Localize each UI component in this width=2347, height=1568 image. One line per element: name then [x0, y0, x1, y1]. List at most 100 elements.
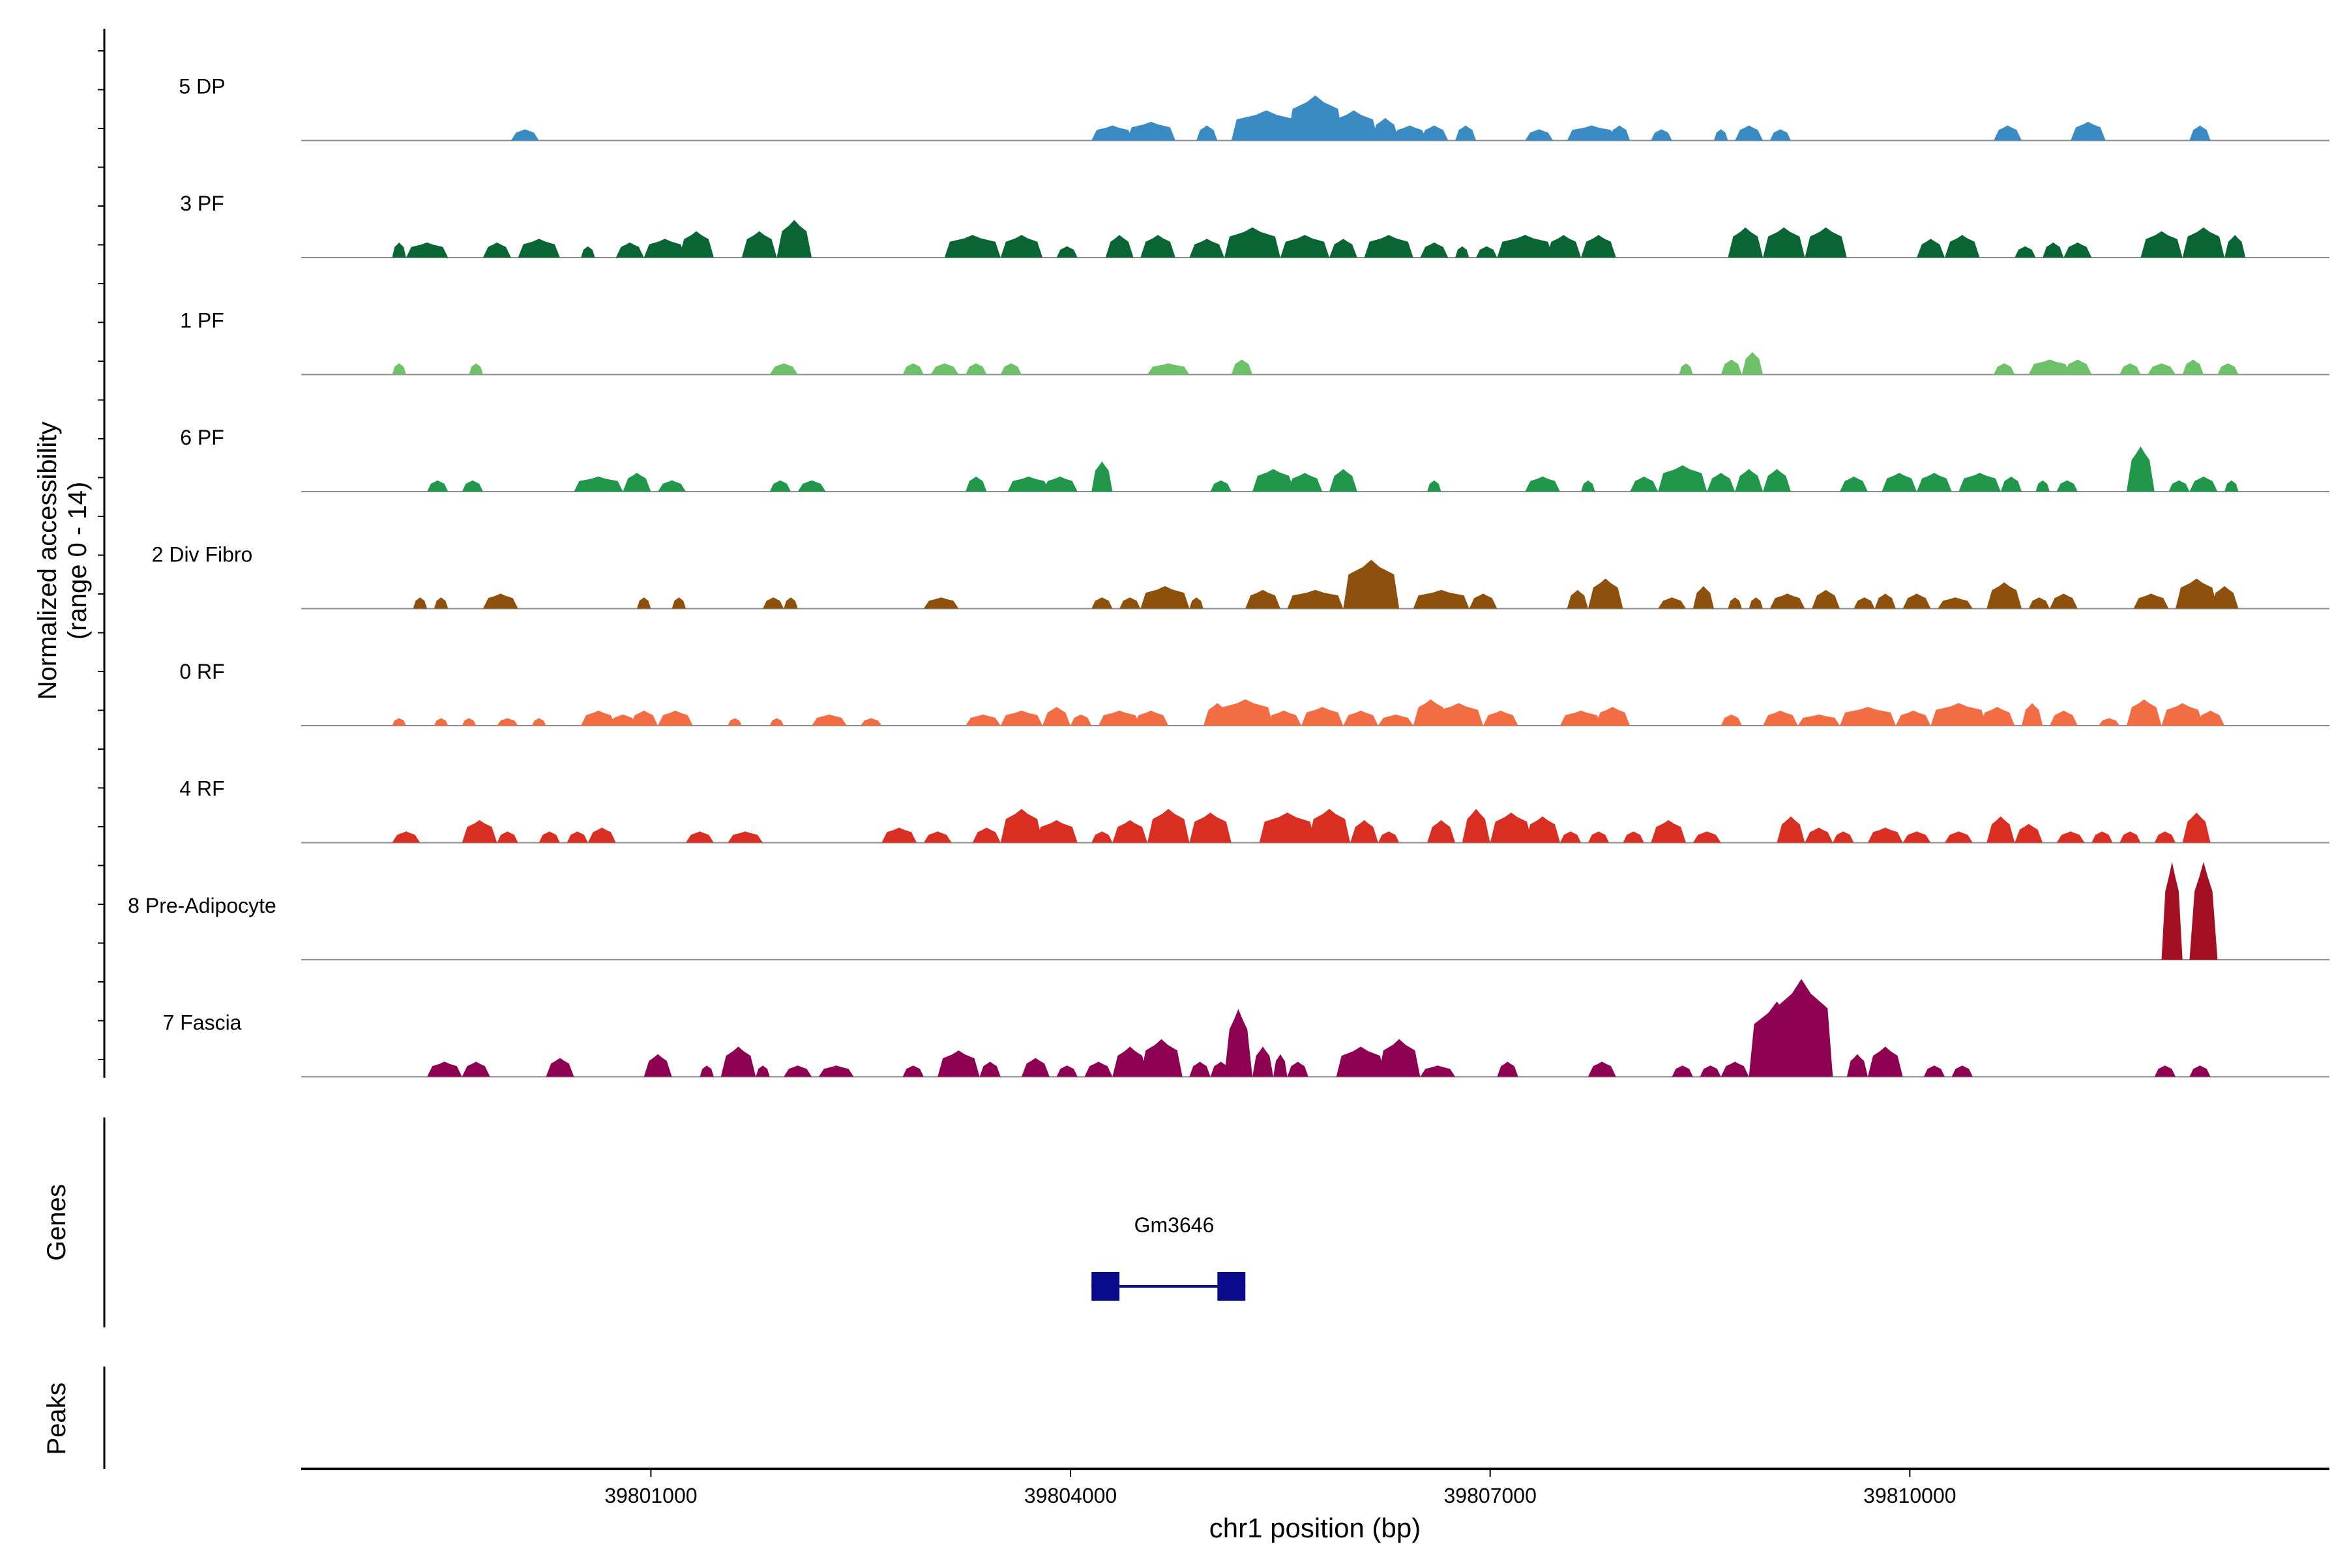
track-6-pf: 6 PF: [180, 426, 2329, 492]
coverage-peak: [2189, 125, 2211, 141]
coverage-peak: [1434, 703, 1483, 726]
coverage-peak: [2148, 363, 2176, 375]
coverage-peak: [2022, 703, 2043, 726]
track-label: 8 Pre-Adipocyte: [128, 894, 276, 917]
coverage-peak: [1000, 235, 1043, 258]
coverage-peak: [1651, 820, 1687, 843]
coverage-peak: [1763, 469, 1791, 492]
coverage-peak: [643, 239, 686, 258]
coverage-peak: [2071, 121, 2106, 141]
coverage-peak: [1763, 227, 1805, 258]
coverage-peak: [1749, 597, 1764, 609]
coverage-peak: [1329, 110, 1378, 141]
coverage-peak: [2091, 831, 2113, 843]
coverage-peak: [1000, 363, 1022, 375]
coverage-peak: [2028, 359, 2071, 375]
coverage-peak: [1021, 1058, 1050, 1077]
gene-exon: [1091, 1272, 1120, 1301]
coverage-peak: [1805, 827, 1833, 843]
coverage-peak: [406, 242, 449, 258]
coverage-peak: [469, 363, 483, 375]
coverage-peak: [1846, 1054, 1868, 1077]
coverage-peak: [1917, 473, 1952, 492]
coverage-peak: [1525, 129, 1554, 141]
coverage-peak: [1945, 831, 1973, 843]
coverage-peak: [2182, 812, 2211, 843]
coverage-peak: [1497, 1061, 1518, 1077]
track-2-div-fibro: 2 Div Fibro: [152, 543, 2329, 610]
track-label: 3 PF: [180, 192, 224, 215]
coverage-peak: [1392, 125, 1428, 141]
coverage-peak: [1769, 979, 1833, 1077]
coverage-peak: [2056, 480, 2078, 492]
coverage-peak: [518, 239, 560, 258]
coverage-peak: [2119, 363, 2141, 375]
coverage-peak: [1469, 593, 1498, 609]
coverage-peak: [1546, 235, 1582, 258]
coverage-peak: [2043, 242, 2064, 258]
coverage-peak: [784, 597, 798, 609]
x-axis: 39801000 39804000 39807000 39810000 chr1 pos…: [301, 1468, 2329, 1543]
coverage-peak: [902, 363, 924, 375]
coverage-peak: [1420, 1065, 1456, 1077]
coverage-peak: [763, 597, 784, 609]
coverage-peak: [623, 473, 651, 492]
coverage-peak: [1098, 710, 1141, 726]
coverage-peak: [1902, 593, 1931, 609]
coverage-peak: [937, 1050, 980, 1077]
coverage-peak: [1252, 469, 1295, 492]
coverage-peak: [1945, 235, 1980, 258]
coverage-peak: [1189, 239, 1224, 258]
coverage-peak: [1112, 1046, 1147, 1077]
x-tick-label: 39807000: [1444, 1484, 1537, 1507]
coverage-peak: [1427, 480, 1441, 492]
coverage-peak: [1587, 831, 1610, 843]
coverage-peak: [1196, 125, 1218, 141]
coverage-peak: [1140, 235, 1175, 258]
coverage-peak: [2140, 231, 2183, 258]
coverage-peak: [1882, 473, 1917, 492]
coverage-peak: [2063, 359, 2092, 375]
coverage-peak: [1595, 707, 1631, 726]
coverage-peak: [966, 363, 987, 375]
coverage-peak: [1741, 351, 1764, 375]
coverage-peak: [1343, 559, 1400, 609]
track-5-dp: 5 DP: [179, 75, 2329, 141]
coverage-peak: [510, 129, 539, 141]
coverage-peak: [776, 220, 812, 258]
coverage-peak: [1567, 589, 1588, 609]
coverage-peak: [2063, 242, 2092, 258]
coverage-peak: [769, 363, 798, 375]
coverage-peak: [679, 231, 714, 258]
coverage-peak: [482, 242, 511, 258]
coverage-peak: [658, 710, 693, 726]
coverage-peak: [434, 718, 449, 726]
coverage-peak: [2189, 862, 2218, 960]
peaks-panel-label: Peaks: [42, 1382, 71, 1455]
coverage-peak: [1895, 710, 1931, 726]
coverage-peak: [1692, 831, 1721, 843]
genes-panel: Genes Gm3646: [42, 1117, 1246, 1327]
coverage-peak: [1266, 710, 1301, 726]
coverage-peak: [1707, 473, 1735, 492]
coverage-peak: [1224, 1009, 1252, 1077]
coverage-peak: [1217, 699, 1274, 726]
y-axis-label-line: (range 0 - 14): [63, 482, 92, 640]
track-8-pre-adipocyte: 8 Pre-Adipocyte: [128, 862, 2329, 960]
coverage-peak: [1735, 469, 1764, 492]
coverage-peak: [539, 831, 560, 843]
coverage-peak: [2035, 480, 2050, 492]
track-1-pf: 1 PF: [180, 309, 2329, 376]
coverage-peak: [966, 714, 1001, 726]
coverage-peak: [1567, 125, 1616, 141]
coverage-peak: [434, 597, 449, 609]
coverage-peak: [2015, 246, 2036, 258]
coverage-peak: [643, 1054, 672, 1077]
coverage-peak: [1224, 227, 1280, 258]
coverage-peak: [2161, 862, 2183, 960]
coverage-peak: [1455, 125, 1477, 141]
coverage-peak: [672, 597, 686, 609]
coverage-peak: [1630, 476, 1659, 492]
coverage-peak: [1329, 469, 1357, 492]
coverage-peak: [587, 827, 616, 843]
